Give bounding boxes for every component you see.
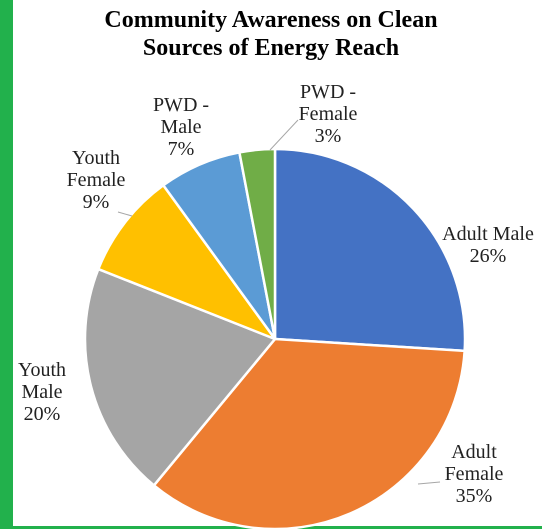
data-label-value: 35% [456, 485, 493, 507]
pie-slice-pwd-female [238, 147, 277, 341]
data-label-adult-male: Adult Male 26% [442, 223, 534, 267]
data-label-value: 26% [470, 245, 507, 267]
data-label-category: Male [160, 116, 201, 138]
leader-line-pwd-female [269, 119, 299, 151]
chart-title-line-2: Sources of Energy Reach [142, 35, 400, 61]
chart-title-line-1: Community Awareness on Clean [104, 7, 438, 33]
pie-slice-adult-female [152, 337, 466, 529]
data-label-pwd-male: PWD -Male 7% [153, 94, 209, 160]
data-label-value: 20% [24, 403, 61, 425]
pie-slice-youth-female [97, 184, 277, 341]
data-label-pwd-female: PWD -Female 3% [299, 81, 358, 147]
pie-slice-adult-male [273, 147, 467, 353]
data-label-category: Youth [18, 359, 66, 381]
data-label-category: Adult Male [442, 223, 534, 245]
data-label-value: 9% [83, 191, 110, 213]
pie-slices [83, 147, 467, 529]
pie-slice-youth-male [83, 267, 277, 487]
data-label-value: 3% [315, 125, 342, 147]
data-label-category: Youth [72, 147, 120, 169]
data-label-category: Male [21, 381, 62, 403]
leader-lines [117, 119, 441, 485]
data-label-value: 7% [168, 138, 195, 160]
chart-title: Community Awareness on Clean Sources of … [0, 6, 542, 62]
data-label-category: PWD - [300, 81, 356, 103]
data-labels: Adult Male 26%Adult Female 35%Youth Male 20%Y… [18, 81, 534, 507]
data-label-youth-male: Youth Male 20% [18, 359, 66, 425]
leader-line-adult-female [417, 481, 441, 485]
data-label-category: PWD - [153, 94, 209, 116]
data-label-category: Adult [451, 441, 497, 463]
data-label-adult-female: Adult Female 35% [445, 441, 504, 507]
data-label-category: Female [445, 463, 504, 485]
data-label-youth-female: Youth Female 9% [67, 147, 126, 213]
data-label-category: Female [67, 169, 126, 191]
data-label-category: Female [299, 103, 358, 125]
leader-line-youth-female [117, 211, 133, 217]
